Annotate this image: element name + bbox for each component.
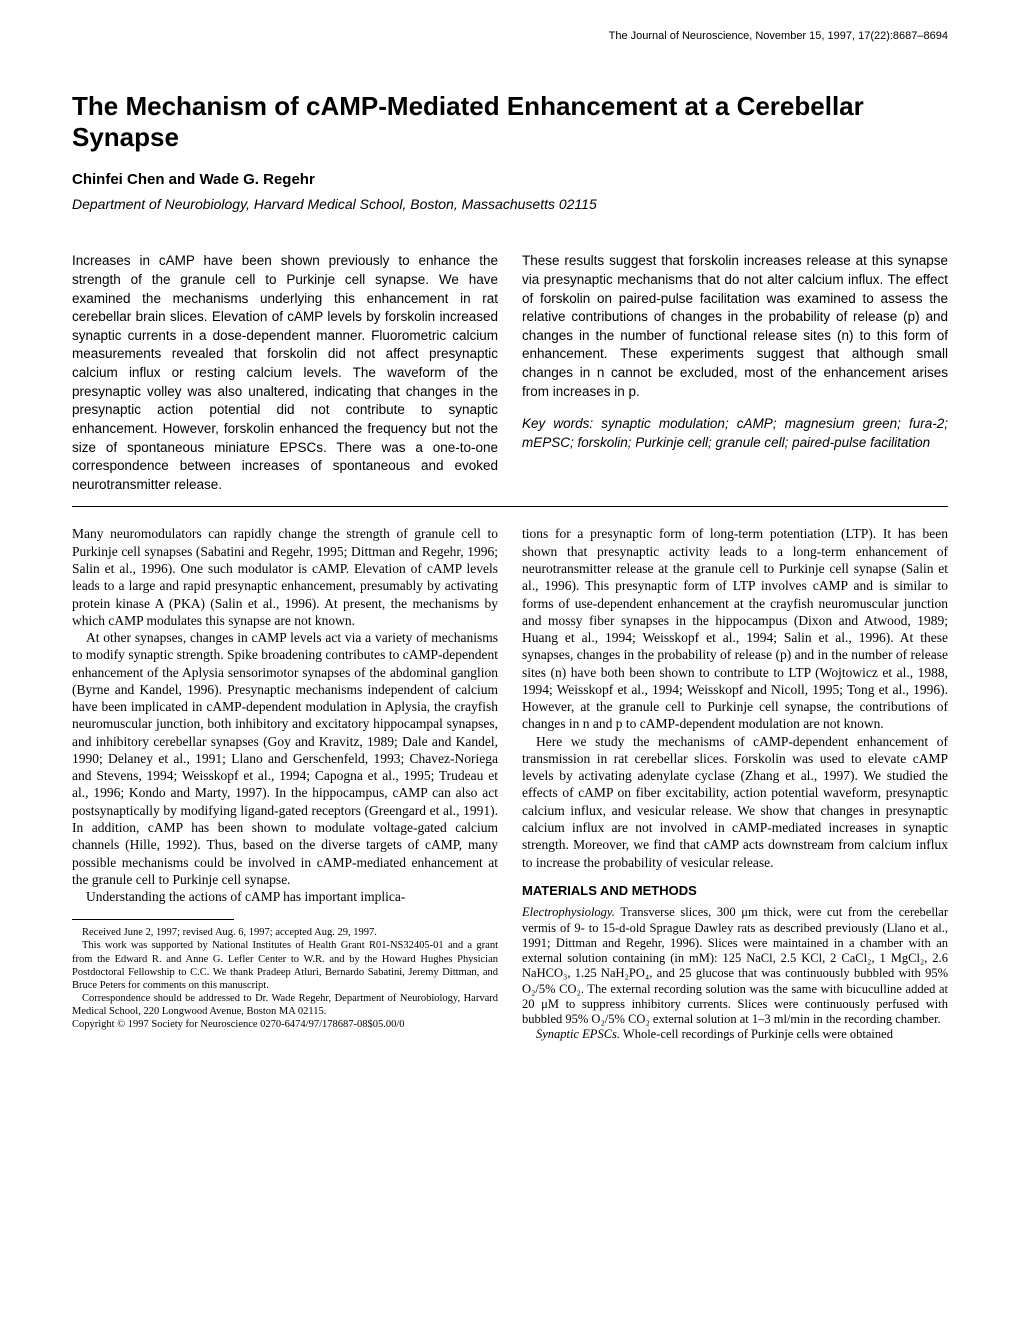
methods-label-electrophysiology: Electrophysiology. [522,905,615,919]
section-heading-methods: MATERIALS AND METHODS [522,883,948,900]
abstract-left-text: Increases in cAMP have been shown previo… [72,253,498,492]
body-paragraph: tions for a presynaptic form of long-ter… [522,525,948,732]
body-right-column: tions for a presynaptic form of long-ter… [522,525,948,1042]
methods-label-synaptic: Synaptic EPSCs. [536,1027,620,1041]
footnote-copyright: Copyright © 1997 Society for Neuroscienc… [72,1018,498,1031]
affiliation: Department of Neurobiology, Harvard Medi… [72,196,948,212]
footnotes: Received June 2, 1997; revised Aug. 6, 1… [72,926,498,1031]
horizontal-rule [72,506,948,507]
methods-paragraph: Electrophysiology. Transverse slices, 30… [522,905,948,1027]
body-paragraph: Many neuromodulators can rapidly change … [72,525,498,629]
article-title: The Mechanism of cAMP-Mediated Enhanceme… [72,91,948,153]
methods-text: Whole-cell recordings of Purkinje cells … [620,1027,893,1041]
methods-paragraph: Synaptic EPSCs. Whole-cell recordings of… [522,1027,948,1042]
footnote-rule [72,919,234,920]
body-paragraph: Here we study the mechanisms of cAMP-dep… [522,733,948,871]
footnote-funding: This work was supported by National Inst… [72,939,498,992]
body-paragraph: Understanding the actions of cAMP has im… [72,888,498,905]
author-list: Chinfei Chen and Wade G. Regehr [72,171,948,188]
abstract-right-column: These results suggest that forskolin inc… [522,252,948,494]
keywords: Key words: synaptic modulation; cAMP; ma… [522,415,948,452]
body-left-column: Many neuromodulators can rapidly change … [72,525,498,1042]
journal-header: The Journal of Neuroscience, November 15… [72,30,948,43]
footnote-received: Received June 2, 1997; revised Aug. 6, 1… [72,926,498,939]
body-columns: Many neuromodulators can rapidly change … [72,525,948,1042]
abstract-left-column: Increases in cAMP have been shown previo… [72,252,498,494]
methods-text: Transverse slices, 300 μm thick, were cu… [522,905,948,1026]
abstract-right-text: These results suggest that forskolin inc… [522,253,948,398]
abstract-block: Increases in cAMP have been shown previo… [72,252,948,494]
body-paragraph: At other synapses, changes in cAMP level… [72,629,498,888]
footnote-correspondence: Correspondence should be addressed to Dr… [72,992,498,1018]
